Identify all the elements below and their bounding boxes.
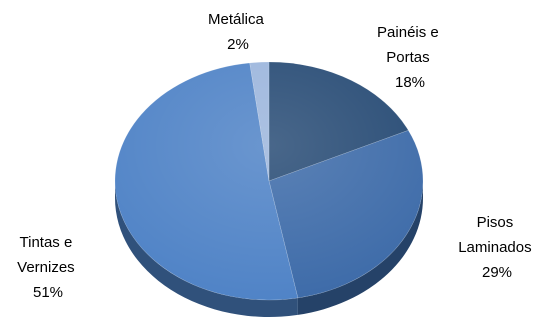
slice-label-pisos-laminados: Pisos Laminados 29% <box>458 214 536 281</box>
slice-label-metalica: Metálica 2% <box>208 11 268 53</box>
slice-label-tintas-vernizes: Tintas e Vernizes 51% <box>17 234 79 301</box>
pie-top <box>114 61 424 301</box>
slice-label-paineis-portas: Painéis e Portas 18% <box>377 24 443 91</box>
